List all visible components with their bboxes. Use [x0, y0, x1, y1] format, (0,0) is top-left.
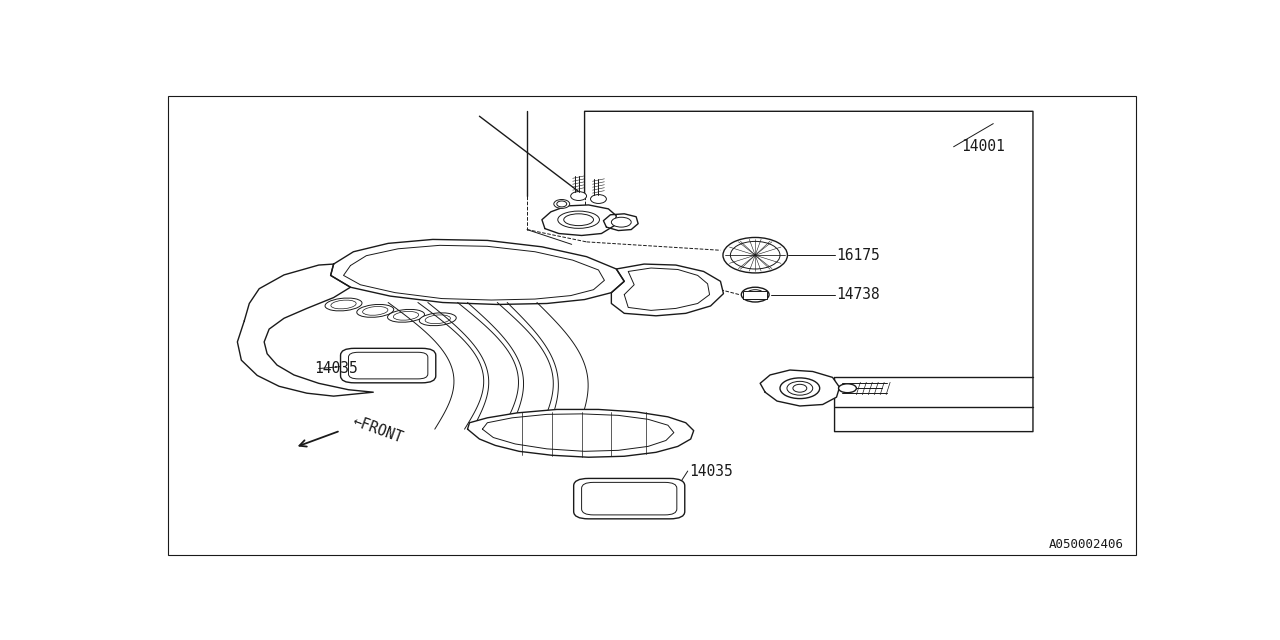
Polygon shape — [330, 239, 625, 305]
Ellipse shape — [612, 217, 631, 227]
Text: 14738: 14738 — [837, 287, 881, 302]
Text: 14001: 14001 — [961, 140, 1005, 154]
Ellipse shape — [425, 315, 451, 324]
Polygon shape — [237, 264, 374, 396]
Ellipse shape — [723, 237, 787, 273]
Text: 14035: 14035 — [689, 463, 732, 479]
FancyBboxPatch shape — [340, 348, 435, 383]
Ellipse shape — [357, 305, 394, 317]
Polygon shape — [612, 264, 723, 316]
Ellipse shape — [362, 307, 388, 316]
Ellipse shape — [558, 211, 599, 228]
Ellipse shape — [388, 309, 425, 322]
Ellipse shape — [393, 312, 419, 320]
FancyBboxPatch shape — [573, 479, 685, 519]
Text: A050002406: A050002406 — [1050, 538, 1124, 551]
Polygon shape — [603, 214, 639, 230]
Ellipse shape — [325, 298, 362, 311]
Polygon shape — [467, 410, 694, 457]
Polygon shape — [744, 291, 767, 298]
Text: ←FRONT: ←FRONT — [351, 413, 404, 445]
Ellipse shape — [571, 191, 586, 200]
Text: 16175: 16175 — [837, 248, 881, 263]
Ellipse shape — [741, 287, 769, 302]
Polygon shape — [760, 370, 840, 406]
Ellipse shape — [590, 195, 607, 204]
Text: 14035: 14035 — [314, 361, 357, 376]
Ellipse shape — [330, 300, 356, 309]
Polygon shape — [541, 205, 617, 236]
Ellipse shape — [420, 313, 456, 326]
Ellipse shape — [780, 378, 819, 399]
Ellipse shape — [554, 200, 570, 209]
Ellipse shape — [838, 384, 856, 393]
